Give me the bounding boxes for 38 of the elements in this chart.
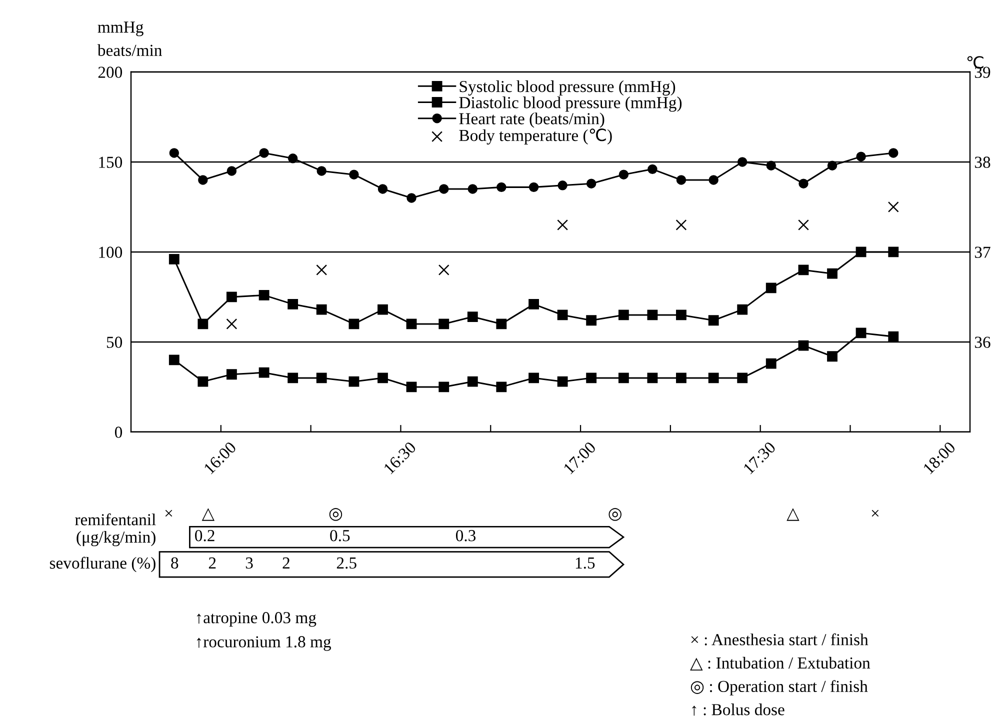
y2-axis-title: ℃ [967, 56, 984, 69]
text: 0.3 [456, 530, 476, 542]
y2-tick-label: 37 [974, 246, 990, 258]
text: ◎ [329, 508, 342, 521]
text: ↑rocuronium 1.8 mg [196, 636, 331, 651]
text: remifentanil (μg/kg/min) [75, 513, 156, 546]
legend-label: Heart rate (beats/min) [459, 112, 604, 128]
text: 2 [208, 557, 216, 568]
text: 0.5 [330, 530, 350, 542]
text: × [872, 510, 879, 517]
text: 2.5 [336, 557, 356, 569]
y2-tick-label: 36 [974, 336, 990, 348]
text: ↑atropine 0.03 mg [196, 612, 316, 627]
legend-label: Body temperature (℃) [459, 128, 612, 145]
text: × [165, 510, 172, 517]
y2-tick-label: 39 [974, 66, 990, 78]
y-tick-label: 150 [99, 156, 122, 168]
text: △ [786, 508, 800, 521]
y-tick-label: 100 [99, 246, 122, 258]
legend-label: Diastolic blood pressure (mmHg) [459, 96, 682, 112]
y-axis-title: mmHg beats/min [97, 22, 162, 56]
text: 3 [246, 557, 253, 569]
text: 8 [171, 557, 178, 569]
legend-label: Systolic blood pressure (mmHg) [460, 80, 676, 96]
text: sevoflurane (%) [50, 556, 156, 572]
text: × : Anesthesia start / finish [691, 633, 868, 646]
text: 0.2 [195, 530, 214, 542]
text: ◎ : Operation start / finish [690, 680, 868, 696]
y-tick-label: 0 [114, 426, 122, 438]
text: 1.5 [576, 557, 595, 569]
y-tick-label: 50 [106, 336, 122, 348]
text: △ [202, 508, 215, 521]
text: 2 [282, 557, 290, 568]
y-tick-label: 200 [98, 66, 122, 78]
text: ↑ : Bolus dose [692, 704, 784, 716]
text: △ : Intubation / Extubation [690, 656, 870, 671]
text: ◎ [608, 508, 622, 521]
y2-tick-label: 38 [974, 156, 990, 168]
